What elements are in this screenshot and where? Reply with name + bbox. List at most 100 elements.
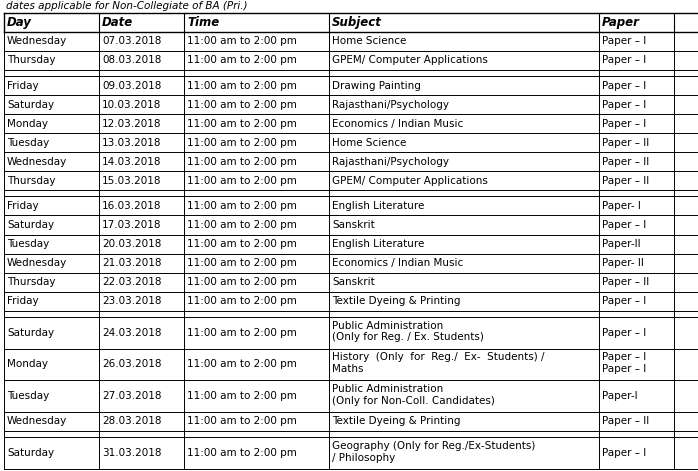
Text: Paper – II: Paper – II xyxy=(602,138,649,147)
Text: 22.03.2018: 22.03.2018 xyxy=(102,277,161,287)
Text: Paper- II: Paper- II xyxy=(602,258,644,268)
Text: (Only for Reg. / Ex. Students): (Only for Reg. / Ex. Students) xyxy=(332,333,484,342)
Text: 09.03.2018: 09.03.2018 xyxy=(102,81,161,90)
Text: Paper-II: Paper-II xyxy=(602,239,641,249)
Text: Paper – I: Paper – I xyxy=(602,99,646,110)
Text: Wednesday: Wednesday xyxy=(7,416,67,426)
Text: 12.03.2018: 12.03.2018 xyxy=(102,119,161,129)
Text: 11:00 am to 2:00 pm: 11:00 am to 2:00 pm xyxy=(187,201,297,211)
Text: Textile Dyeing & Printing: Textile Dyeing & Printing xyxy=(332,416,461,426)
Text: Wednesday: Wednesday xyxy=(7,36,67,46)
Text: Paper – I: Paper – I xyxy=(602,328,646,338)
Text: Friday: Friday xyxy=(7,201,38,211)
Text: History  (Only  for  Reg./  Ex-  Students) /: History (Only for Reg./ Ex- Students) / xyxy=(332,352,544,363)
Text: Thursday: Thursday xyxy=(7,277,56,287)
Text: 11:00 am to 2:00 pm: 11:00 am to 2:00 pm xyxy=(187,138,297,147)
Text: 11:00 am to 2:00 pm: 11:00 am to 2:00 pm xyxy=(187,328,297,338)
Text: 11:00 am to 2:00 pm: 11:00 am to 2:00 pm xyxy=(187,359,297,369)
Text: Date: Date xyxy=(102,16,133,29)
Text: Paper – I: Paper – I xyxy=(602,352,646,363)
Text: Day: Day xyxy=(7,16,32,29)
Text: Maths: Maths xyxy=(332,364,364,374)
Text: 28.03.2018: 28.03.2018 xyxy=(102,416,161,426)
Text: Paper – I: Paper – I xyxy=(602,81,646,90)
Text: Paper – II: Paper – II xyxy=(602,277,649,287)
Text: / Philosophy: / Philosophy xyxy=(332,453,395,463)
Text: 20.03.2018: 20.03.2018 xyxy=(102,239,161,249)
Text: Tuesday: Tuesday xyxy=(7,138,50,147)
Text: 11:00 am to 2:00 pm: 11:00 am to 2:00 pm xyxy=(187,239,297,249)
Text: English Literature: English Literature xyxy=(332,201,424,211)
Text: 10.03.2018: 10.03.2018 xyxy=(102,99,161,110)
Text: Wednesday: Wednesday xyxy=(7,157,67,167)
Text: Public Administration: Public Administration xyxy=(332,321,443,331)
Text: 21.03.2018: 21.03.2018 xyxy=(102,258,161,268)
Text: 26.03.2018: 26.03.2018 xyxy=(102,359,161,369)
Text: 11:00 am to 2:00 pm: 11:00 am to 2:00 pm xyxy=(187,220,297,230)
Text: Paper: Paper xyxy=(602,16,640,29)
Text: Rajasthani/Psychology: Rajasthani/Psychology xyxy=(332,99,449,110)
Text: Sanskrit: Sanskrit xyxy=(332,220,375,230)
Text: Time: Time xyxy=(187,16,219,29)
Text: Paper- I: Paper- I xyxy=(602,201,641,211)
Text: Paper – I: Paper – I xyxy=(602,448,646,458)
Text: Drawing Painting: Drawing Painting xyxy=(332,81,421,90)
Text: Rajasthani/Psychology: Rajasthani/Psychology xyxy=(332,157,449,167)
Text: 11:00 am to 2:00 pm: 11:00 am to 2:00 pm xyxy=(187,391,297,401)
Text: Thursday: Thursday xyxy=(7,176,56,186)
Text: Paper – II: Paper – II xyxy=(602,176,649,186)
Text: 11:00 am to 2:00 pm: 11:00 am to 2:00 pm xyxy=(187,55,297,65)
Text: GPEM/ Computer Applications: GPEM/ Computer Applications xyxy=(332,55,488,65)
Text: 11:00 am to 2:00 pm: 11:00 am to 2:00 pm xyxy=(187,119,297,129)
Text: Tuesday: Tuesday xyxy=(7,239,50,249)
Text: 23.03.2018: 23.03.2018 xyxy=(102,296,161,306)
Text: 11:00 am to 2:00 pm: 11:00 am to 2:00 pm xyxy=(187,36,297,46)
Text: 11:00 am to 2:00 pm: 11:00 am to 2:00 pm xyxy=(187,81,297,90)
Text: 11:00 am to 2:00 pm: 11:00 am to 2:00 pm xyxy=(187,448,297,458)
Text: 11:00 am to 2:00 pm: 11:00 am to 2:00 pm xyxy=(187,176,297,186)
Text: 14.03.2018: 14.03.2018 xyxy=(102,157,161,167)
Text: Paper – I: Paper – I xyxy=(602,55,646,65)
Text: Paper-I: Paper-I xyxy=(602,391,638,401)
Text: GPEM/ Computer Applications: GPEM/ Computer Applications xyxy=(332,176,488,186)
Text: Economics / Indian Music: Economics / Indian Music xyxy=(332,258,463,268)
Text: 11:00 am to 2:00 pm: 11:00 am to 2:00 pm xyxy=(187,157,297,167)
Text: Textile Dyeing & Printing: Textile Dyeing & Printing xyxy=(332,296,461,306)
Text: Saturday: Saturday xyxy=(7,448,54,458)
Text: Tuesday: Tuesday xyxy=(7,391,50,401)
Text: Home Science: Home Science xyxy=(332,138,406,147)
Text: dates applicable for Non-Collegiate of BA (Pri.): dates applicable for Non-Collegiate of B… xyxy=(6,1,248,11)
Text: Saturday: Saturday xyxy=(7,220,54,230)
Text: Paper – I: Paper – I xyxy=(602,296,646,306)
Text: 27.03.2018: 27.03.2018 xyxy=(102,391,161,401)
Text: 11:00 am to 2:00 pm: 11:00 am to 2:00 pm xyxy=(187,277,297,287)
Text: 24.03.2018: 24.03.2018 xyxy=(102,328,161,338)
Text: Saturday: Saturday xyxy=(7,99,54,110)
Text: Monday: Monday xyxy=(7,119,48,129)
Text: Paper – I: Paper – I xyxy=(602,364,646,374)
Text: Monday: Monday xyxy=(7,359,48,369)
Text: 15.03.2018: 15.03.2018 xyxy=(102,176,161,186)
Text: Geography (Only for Reg./Ex-Students): Geography (Only for Reg./Ex-Students) xyxy=(332,441,535,451)
Text: 11:00 am to 2:00 pm: 11:00 am to 2:00 pm xyxy=(187,258,297,268)
Text: 11:00 am to 2:00 pm: 11:00 am to 2:00 pm xyxy=(187,416,297,426)
Text: Paper – I: Paper – I xyxy=(602,36,646,46)
Text: Friday: Friday xyxy=(7,81,38,90)
Text: Sanskrit: Sanskrit xyxy=(332,277,375,287)
Text: Subject: Subject xyxy=(332,16,382,29)
Text: 07.03.2018: 07.03.2018 xyxy=(102,36,161,46)
Text: 11:00 am to 2:00 pm: 11:00 am to 2:00 pm xyxy=(187,296,297,306)
Text: Economics / Indian Music: Economics / Indian Music xyxy=(332,119,463,129)
Text: Public Administration: Public Administration xyxy=(332,384,443,394)
Text: 16.03.2018: 16.03.2018 xyxy=(102,201,161,211)
Text: 08.03.2018: 08.03.2018 xyxy=(102,55,161,65)
Text: Saturday: Saturday xyxy=(7,328,54,338)
Text: 11:00 am to 2:00 pm: 11:00 am to 2:00 pm xyxy=(187,99,297,110)
Text: 13.03.2018: 13.03.2018 xyxy=(102,138,161,147)
Text: 31.03.2018: 31.03.2018 xyxy=(102,448,161,458)
Text: (Only for Non-Coll. Candidates): (Only for Non-Coll. Candidates) xyxy=(332,396,495,406)
Text: Paper – I: Paper – I xyxy=(602,119,646,129)
Text: Wednesday: Wednesday xyxy=(7,258,67,268)
Text: Friday: Friday xyxy=(7,296,38,306)
Text: Paper – II: Paper – II xyxy=(602,416,649,426)
